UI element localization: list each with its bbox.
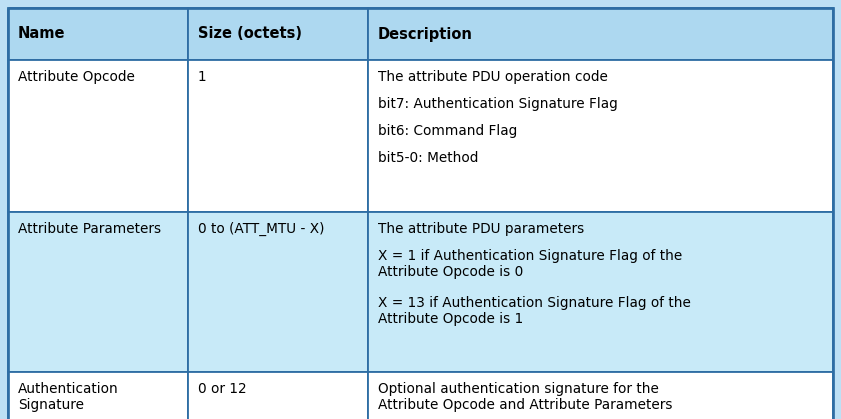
- Bar: [368, 212, 833, 372]
- Bar: [368, 372, 833, 419]
- Text: Size (octets): Size (octets): [198, 26, 302, 41]
- Bar: [368, 60, 833, 212]
- Text: bit5-0: Method: bit5-0: Method: [378, 151, 478, 165]
- Text: Optional authentication signature for the
Attribute Opcode and Attribute Paramet: Optional authentication signature for th…: [378, 382, 672, 412]
- Bar: [8, 8, 188, 60]
- Bar: [188, 372, 368, 419]
- Bar: [188, 212, 368, 372]
- Text: Authentication
Signature: Authentication Signature: [18, 382, 119, 412]
- Bar: [368, 8, 833, 60]
- Bar: [188, 8, 368, 60]
- Bar: [8, 372, 188, 419]
- Text: 1: 1: [198, 70, 207, 84]
- Text: X = 13 if Authentication Signature Flag of the
Attribute Opcode is 1: X = 13 if Authentication Signature Flag …: [378, 296, 690, 326]
- Bar: [8, 212, 188, 372]
- Bar: [8, 60, 188, 212]
- Text: 0 or 12: 0 or 12: [198, 382, 246, 396]
- Text: Name: Name: [18, 26, 66, 41]
- Text: Attribute Parameters: Attribute Parameters: [18, 222, 161, 236]
- Text: Attribute Opcode: Attribute Opcode: [18, 70, 135, 84]
- Bar: [188, 60, 368, 212]
- Text: Description: Description: [378, 26, 473, 41]
- Text: X = 1 if Authentication Signature Flag of the
Attribute Opcode is 0: X = 1 if Authentication Signature Flag o…: [378, 249, 682, 279]
- Text: The attribute PDU operation code: The attribute PDU operation code: [378, 70, 607, 84]
- Text: bit6: Command Flag: bit6: Command Flag: [378, 124, 517, 138]
- Text: bit7: Authentication Signature Flag: bit7: Authentication Signature Flag: [378, 97, 617, 111]
- Text: 0 to (ATT_MTU - X): 0 to (ATT_MTU - X): [198, 222, 325, 236]
- Text: The attribute PDU parameters: The attribute PDU parameters: [378, 222, 584, 236]
